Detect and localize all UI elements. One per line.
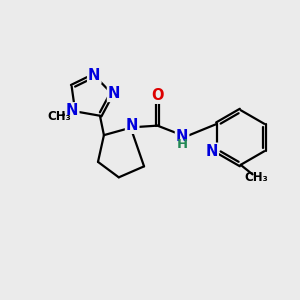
Text: N: N	[108, 86, 120, 101]
Text: CH₃: CH₃	[48, 110, 72, 123]
Text: N: N	[206, 144, 218, 159]
Text: N: N	[88, 68, 100, 83]
Text: CH₃: CH₃	[244, 171, 268, 184]
Text: N: N	[126, 118, 138, 133]
Text: N: N	[66, 103, 78, 118]
Text: N: N	[176, 128, 188, 143]
Text: H: H	[176, 138, 188, 152]
Text: O: O	[151, 88, 164, 103]
